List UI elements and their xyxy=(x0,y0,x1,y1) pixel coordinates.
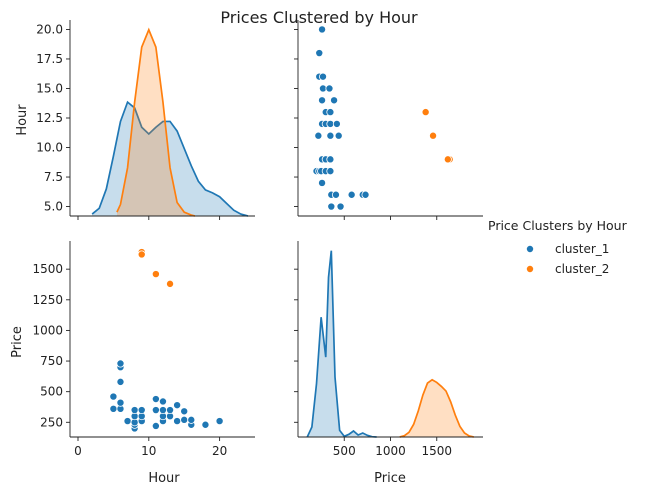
kde-price-cluster-2-line xyxy=(399,378,474,438)
legend-label-cluster-2: cluster_2 xyxy=(555,262,609,276)
scatter-hour-price-cluster-1-point xyxy=(116,398,125,407)
legend-marker-cluster-1 xyxy=(526,244,535,253)
scatter-price-hour-cluster-1-point xyxy=(325,84,334,93)
panel-hour-kde-y-tick-label: 7.5 xyxy=(44,170,63,184)
panel-price-vs-hour-x-tick-label: 10 xyxy=(141,444,156,458)
scatter-price-hour-cluster-1-point xyxy=(318,178,327,187)
x-axis-label-price: Price xyxy=(374,471,406,486)
panel-hour-kde-y-tick-label: 17.5 xyxy=(36,52,63,66)
scatter-price-hour-cluster-1-point xyxy=(326,167,335,176)
panel-hour-kde-y-tick-label: 12.5 xyxy=(36,111,63,125)
scatter-price-hour-cluster-1-point xyxy=(318,25,327,34)
panel-hour-kde-y-tick-label: 15.0 xyxy=(36,81,63,95)
legend-marker-cluster-2 xyxy=(526,264,535,273)
panel-price-vs-hour-y-tick-label: 1500 xyxy=(32,262,63,276)
scatter-hour-price-cluster-1-point xyxy=(130,406,139,415)
scatter-price-hour-cluster-1-point xyxy=(361,190,370,199)
kde-price-cluster-2-fill xyxy=(399,379,474,437)
scatter-hour-price-cluster-1-point xyxy=(173,401,182,410)
scatter-hour-price-cluster-1-point xyxy=(158,406,167,415)
scatter-hour-price-cluster-1-point xyxy=(116,377,125,386)
scatter-hour-price-cluster-1-point xyxy=(137,406,146,415)
scatter-price-hour-cluster-1-point xyxy=(318,72,327,81)
scatter-price-hour-cluster-1-point xyxy=(327,202,336,211)
legend: Price Clusters by Hour cluster_1 cluster… xyxy=(488,218,628,276)
panel-hour-kde-y-tick-label: 20.0 xyxy=(36,22,63,36)
scatter-price-hour-cluster-2-point xyxy=(421,108,430,117)
scatter-price-hour-cluster-1-point xyxy=(314,131,323,140)
scatter-price-hour-cluster-1-point xyxy=(347,190,356,199)
panel-price-kde: 500 1000 1500 xyxy=(294,241,483,458)
scatter-price-hour-cluster-1-point xyxy=(315,49,324,58)
kde-hour-cluster-2-fill xyxy=(116,29,195,216)
scatter-hour-price-cluster-2-point xyxy=(151,270,160,279)
scatter-hour-price-cluster-1-point xyxy=(109,392,118,401)
y-axis-label-hour: Hour xyxy=(15,104,30,136)
scatter-hour-price-cluster-1-point xyxy=(166,406,175,415)
scatter-hour-price-cluster-1-point xyxy=(151,406,160,415)
panel-hour-kde-y-tick-label: 10.0 xyxy=(36,141,63,155)
panel-price-vs-hour: 0 10 20 250 500 750 1000 1250 1500 xyxy=(32,241,255,458)
scatter-price-hour-cluster-1-point xyxy=(326,108,335,117)
scatter-hour-price-cluster-1-point xyxy=(109,404,118,413)
scatter-price-hour-cluster-2-point xyxy=(443,155,452,164)
y-axis-label-price: Price xyxy=(10,326,25,358)
scatter-hour-price-cluster-1-point xyxy=(180,407,189,416)
scatter-hour-price-cluster-1-point xyxy=(123,417,132,426)
scatter-price-hour-cluster-1-point xyxy=(334,131,343,140)
legend-label-cluster-1: cluster_1 xyxy=(555,242,609,256)
scatter-price-hour-cluster-1-point xyxy=(330,96,339,105)
kde-hour-cluster-2-line xyxy=(116,27,196,217)
scatter-price-hour-cluster-1-point xyxy=(332,119,341,128)
panel-price-vs-hour-y-tick-label: 1250 xyxy=(32,293,63,307)
scatter-hour-price-cluster-1-point xyxy=(158,397,167,406)
panel-price-vs-hour-y-tick-label: 500 xyxy=(40,385,63,399)
panel-price-vs-hour-y-tick-label: 1000 xyxy=(32,323,63,337)
scatter-hour-price-cluster-1-point xyxy=(151,395,160,404)
kde-price-cluster-1-line xyxy=(306,250,377,438)
scatter-hour-price-cluster-2-point xyxy=(137,250,146,259)
scatter-price-hour-cluster-1-point xyxy=(326,131,335,140)
panel-hour-kde-y-tick-label: 5.0 xyxy=(44,200,63,214)
scatter-price-hour-cluster-1-point xyxy=(326,155,335,164)
scatter-hour-price-cluster-1-point xyxy=(180,415,189,424)
scatter-price-hour-cluster-1-point xyxy=(331,190,340,199)
scatter-hour-price-cluster-1-point xyxy=(151,421,160,430)
panel-hour-kde: 5.0 7.5 10.0 12.5 15.0 17.5 20.0 xyxy=(36,20,255,220)
scatter-price-hour-cluster-1-point xyxy=(336,202,345,211)
kde-hour-cluster-1-line xyxy=(91,100,249,217)
panel-hour-vs-price xyxy=(294,20,483,220)
panel-price-vs-hour-x-tick-label: 20 xyxy=(212,444,227,458)
panel-price-kde-x-tick-label: 1000 xyxy=(375,444,406,458)
legend-title: Price Clusters by Hour xyxy=(488,218,628,233)
scatter-price-hour-cluster-2-point xyxy=(429,131,438,140)
panel-price-vs-hour-y-tick-label: 750 xyxy=(40,354,63,368)
panel-price-vs-hour-x-tick-label: 0 xyxy=(74,444,82,458)
scatter-hour-price-cluster-1-point xyxy=(215,417,224,426)
scatter-hour-price-cluster-1-point xyxy=(116,359,125,368)
panel-price-vs-hour-y-tick-label: 250 xyxy=(40,415,63,429)
panel-price-kde-x-tick-label: 1500 xyxy=(421,444,452,458)
scatter-price-hour-cluster-1-point xyxy=(318,96,327,105)
x-axis-label-hour: Hour xyxy=(148,471,180,486)
scatter-hour-price-cluster-2-point xyxy=(166,279,175,288)
chart-title: Prices Clustered by Hour xyxy=(220,8,418,27)
scatter-hour-price-cluster-1-point xyxy=(187,415,196,424)
scatter-hour-price-cluster-1-point xyxy=(173,417,182,426)
scatter-hour-price-cluster-1-point xyxy=(201,420,210,429)
kde-price-cluster-1-fill xyxy=(307,250,377,437)
panel-price-kde-x-tick-label: 500 xyxy=(333,444,356,458)
